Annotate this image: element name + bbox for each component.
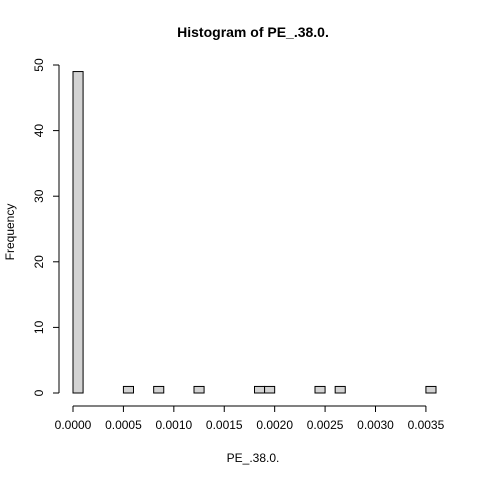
histogram-bar-6 [315, 386, 325, 393]
histogram-bar-3 [194, 386, 204, 393]
histogram-bar-0 [73, 72, 83, 393]
bars-group [73, 72, 436, 393]
y-tick-label-3: 30 [32, 189, 46, 203]
histogram-bar-1 [123, 386, 133, 393]
y-tick-label-1: 10 [32, 320, 46, 334]
x-tick-label-3: 0.0015 [206, 418, 243, 432]
histogram-bar-7 [335, 386, 345, 393]
x-axis: 0.0000 0.0005 0.0010 0.0015 0.0020 0.0025 0.00… [55, 406, 445, 432]
histogram-bar-8 [426, 386, 436, 393]
x-tick-label-7: 0.0035 [408, 418, 445, 432]
histogram-bar-5 [265, 386, 275, 393]
x-tick-label-4: 0.0020 [256, 418, 293, 432]
x-axis-label: PE_.38.0. [227, 451, 280, 465]
y-axis-label: Frequency [3, 204, 17, 261]
x-tick-label-0: 0.0000 [55, 418, 92, 432]
x-tick-label-5: 0.0025 [307, 418, 344, 432]
y-tick-label-5: 50 [32, 58, 46, 72]
y-tick-label-2: 20 [32, 255, 46, 269]
x-tick-label-1: 0.0005 [105, 418, 142, 432]
chart-title: Histogram of PE_.38.0. [177, 24, 329, 40]
y-tick-label-0: 0 [32, 389, 46, 396]
x-tick-label-6: 0.0030 [357, 418, 394, 432]
histogram-bar-4 [255, 386, 265, 393]
x-tick-label-2: 0.0010 [155, 418, 192, 432]
y-axis: 0 10 20 30 40 50 [32, 58, 59, 396]
histogram-bar-2 [154, 386, 164, 393]
y-tick-label-4: 40 [32, 124, 46, 138]
